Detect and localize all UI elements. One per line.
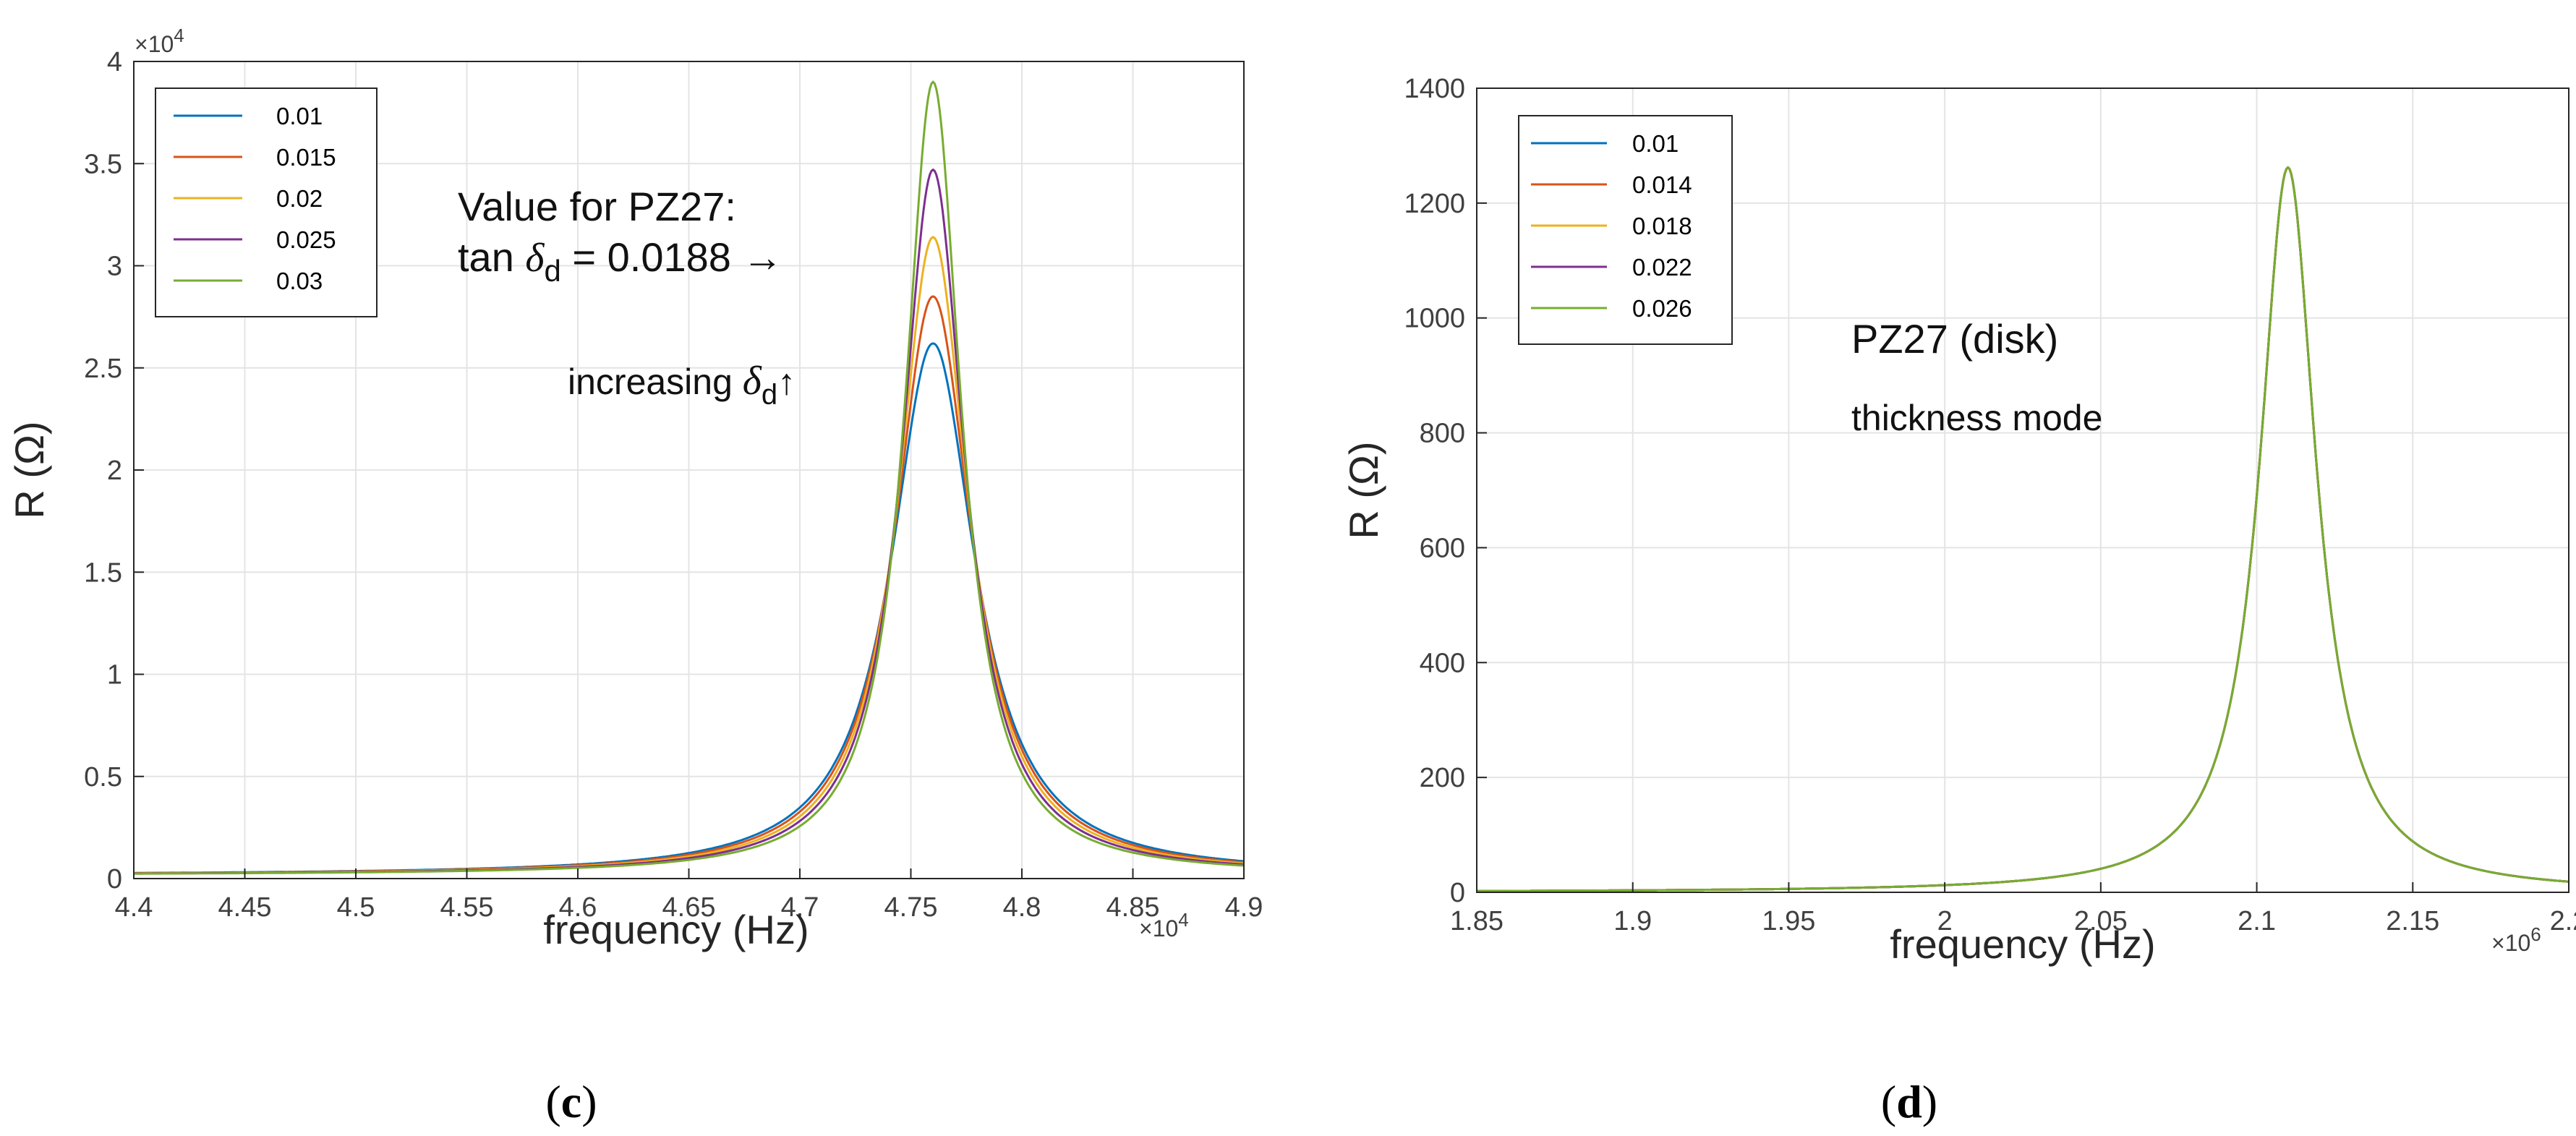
y-axis-label-c: R (Ω) (7, 421, 52, 518)
chart-panel-c: 4.4 4.45 4.5 4.55 4.6 4.65 4.7 4.75 4.8 4.85 4.9 0… (7, 25, 1263, 1127)
annotation-increasing: increasing δd↑ (568, 359, 796, 411)
legend-label: 0.026 (1632, 295, 1692, 322)
series-group-d (1477, 166, 2569, 892)
legend-label: 0.018 (1632, 213, 1692, 239)
x-exponent-c: ×104 (1139, 909, 1189, 941)
series-group-c (133, 80, 1245, 875)
x-tick-label: 4.8 (1003, 892, 1041, 923)
series-line-0.03 (134, 80, 1245, 875)
legend-label: 0.014 (1632, 171, 1692, 198)
x-tick-label: 4.9 (1225, 892, 1263, 923)
x-exponent-d: ×106 (2491, 923, 2541, 956)
x-axis-label-d: frequency (Hz) (1890, 921, 2155, 967)
x-tick-label: 4.55 (440, 892, 494, 923)
legend-label: 0.022 (1632, 254, 1692, 281)
y-tick-label: 1400 (1404, 74, 1465, 104)
caption-d: (d) (1881, 1076, 1937, 1127)
x-tick-label: 1.95 (1762, 906, 1815, 936)
x-tick-label: 2 (1937, 906, 1953, 936)
x-tick-label: 4.85 (1106, 892, 1160, 923)
legend-label: 0.03 (276, 268, 323, 294)
caption-c: (c) (545, 1076, 597, 1127)
legend-box-c (155, 87, 378, 317)
x-tick-label: 2.15 (2386, 906, 2439, 936)
legend-box-d (1518, 115, 1733, 345)
legend-label: 0.015 (276, 144, 336, 171)
x-ticks-d: 1.85 1.9 1.95 2 2.05 2.1 2.15 2.2 (1450, 882, 2576, 936)
x-tick-label: 4.45 (218, 892, 272, 923)
y-tick-label: 2 (107, 456, 122, 486)
y-tick-label: 0 (1450, 878, 1465, 908)
x-tick-label: 1.9 (1613, 906, 1652, 936)
plot-frame-d (1476, 87, 2569, 893)
annotation-subtitle-d: thickness mode (1851, 398, 2102, 438)
annotation-value-line2: tan δd = 0.0188 → (458, 234, 782, 288)
x-tick-label: 4.4 (115, 892, 153, 923)
x-tick-label: 4.5 (337, 892, 375, 923)
y-tick-label: 800 (1420, 419, 1465, 449)
y-tick-label: 1000 (1404, 304, 1465, 334)
legend-label: 0.025 (276, 226, 336, 253)
y-ticks-d: 0 200 400 600 800 1000 1200 1400 (1404, 74, 1487, 908)
y-exponent-c: ×104 (135, 25, 184, 57)
x-ticks-c: 4.4 4.45 4.5 4.55 4.6 4.65 4.7 4.75 4.8 4.85 4.9 (115, 868, 1263, 923)
y-tick-label: 600 (1420, 533, 1465, 563)
x-tick-label: 4.7 (781, 892, 819, 923)
grid-c (134, 61, 1244, 879)
x-tick-label: 2.05 (2074, 906, 2128, 936)
y-tick-label: 1.5 (84, 558, 122, 588)
annotation-title-d: PZ27 (disk) (1851, 316, 2058, 362)
x-tick-label: 2.2 (2550, 906, 2576, 936)
y-tick-label: 0.5 (84, 762, 122, 793)
grid-d (1477, 88, 2569, 892)
annotation-value-line1: Value for PZ27: (458, 184, 736, 229)
y-axis-label-d: R (Ω) (1341, 441, 1386, 539)
y-ticks-c: 0 0.5 1 1.5 2 2.5 3 3.5 4 (84, 47, 144, 894)
y-tick-label: 200 (1420, 763, 1465, 793)
y-tick-label: 1 (107, 660, 122, 691)
legend-label: 0.01 (276, 103, 323, 129)
x-tick-label: 1.85 (1450, 906, 1504, 936)
y-tick-label: 2.5 (84, 354, 122, 384)
legend-d: 0.01 0.014 0.018 0.022 0.026 (1518, 115, 1733, 345)
y-tick-label: 3 (107, 252, 122, 282)
x-axis-label-c: frequency (Hz) (543, 907, 809, 952)
x-tick-label: 4.65 (662, 892, 716, 923)
x-tick-label: 2.1 (2238, 906, 2276, 936)
y-tick-label: 4 (107, 47, 122, 77)
series-line-0.026 (1477, 166, 2569, 892)
y-tick-label: 0 (107, 864, 122, 894)
legend-c: 0.01 0.015 0.02 0.025 0.03 (155, 87, 378, 317)
x-tick-label: 4.6 (559, 892, 597, 923)
y-tick-label: 400 (1420, 648, 1465, 678)
y-tick-label: 3.5 (84, 149, 122, 179)
legend-label: 0.01 (1632, 130, 1679, 157)
legend-label: 0.02 (276, 185, 323, 212)
y-tick-label: 1200 (1404, 189, 1465, 219)
x-tick-label: 4.75 (884, 892, 938, 923)
chart-panel-d: 1.85 1.9 1.95 2 2.05 2.1 2.15 2.2 0 200 400 600 800… (1341, 74, 2576, 1127)
